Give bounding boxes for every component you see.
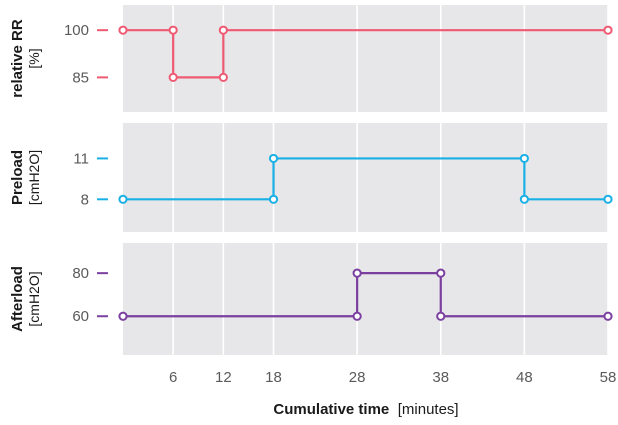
y-tick-label: 85	[72, 69, 89, 86]
data-point	[268, 153, 279, 164]
y-tick-label: 11	[73, 150, 89, 167]
data-point	[268, 194, 279, 204]
data-point	[603, 194, 613, 204]
x-tick-label: 58	[600, 369, 617, 386]
series-line	[123, 157, 608, 201]
data-point	[352, 268, 362, 278]
y-tick-label: 8	[81, 191, 89, 208]
y-axis-label: relative RR[%]	[9, 19, 42, 98]
y-tick-label: 80	[72, 265, 89, 282]
panel-background	[123, 243, 608, 355]
data-point	[603, 311, 613, 321]
panels-layer: 85 100 relative RR[%] 8 11 Preload[cmH2O] 60 80…	[9, 5, 613, 355]
x-axis: 6 12 18 28 38 48 58	[169, 369, 616, 386]
data-point	[603, 25, 613, 35]
x-tick-label: 6	[169, 369, 177, 386]
data-point	[519, 153, 529, 164]
data-point	[118, 194, 128, 204]
panel-2: 8 11 Preload[cmH2O]	[9, 123, 613, 232]
panel-background	[123, 123, 608, 232]
data-point	[519, 194, 529, 204]
data-point	[218, 72, 228, 82]
x-tick-label: 28	[349, 369, 366, 386]
data-point	[118, 25, 128, 35]
series-line	[123, 272, 608, 318]
panel-1: 85 100 relative RR[%]	[9, 5, 613, 112]
data-point	[118, 311, 128, 321]
data-point	[168, 25, 178, 35]
panel-3: 60 80 Afterload[cmH2O]	[9, 243, 613, 355]
data-point	[352, 311, 362, 321]
data-point	[436, 311, 446, 321]
data-point	[218, 25, 228, 35]
y-tick-label: 100	[64, 22, 89, 39]
panel-background	[123, 5, 608, 112]
x-axis-label: Cumulative time [minutes]	[273, 401, 458, 418]
x-tick-label: 48	[516, 369, 533, 386]
x-tick-label: 38	[432, 369, 449, 386]
y-axis-label: Preload[cmH2O]	[9, 150, 42, 205]
y-axis-label: Afterload[cmH2O]	[9, 266, 42, 332]
series-line	[123, 29, 608, 79]
data-point	[436, 268, 446, 278]
data-point	[168, 72, 178, 82]
y-tick-label: 60	[72, 308, 89, 325]
x-tick-label: 18	[265, 369, 282, 386]
x-tick-label: 12	[215, 369, 232, 386]
